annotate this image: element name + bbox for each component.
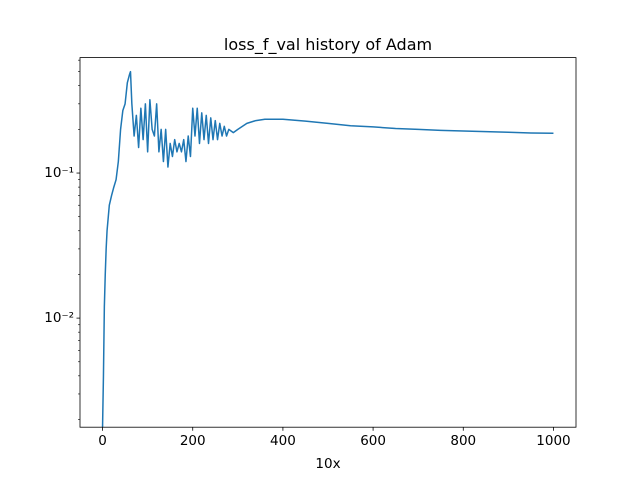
- x-tick-label: 200: [180, 433, 206, 449]
- data-line: [101, 70, 554, 428]
- y-tick-label: 10⁻¹: [44, 165, 74, 181]
- axes-frame: [79, 57, 577, 428]
- x-tick-label: 0: [98, 433, 107, 449]
- y-tick-label: 10⁻²: [44, 310, 74, 326]
- x-tick-label: 800: [450, 433, 476, 449]
- x-axis-label: 10x: [315, 456, 340, 472]
- chart-title: loss_f_val history of Adam: [224, 35, 432, 55]
- x-tick-label: 1000: [536, 433, 570, 449]
- x-tick-label: 600: [360, 433, 386, 449]
- x-tick-label: 400: [270, 433, 296, 449]
